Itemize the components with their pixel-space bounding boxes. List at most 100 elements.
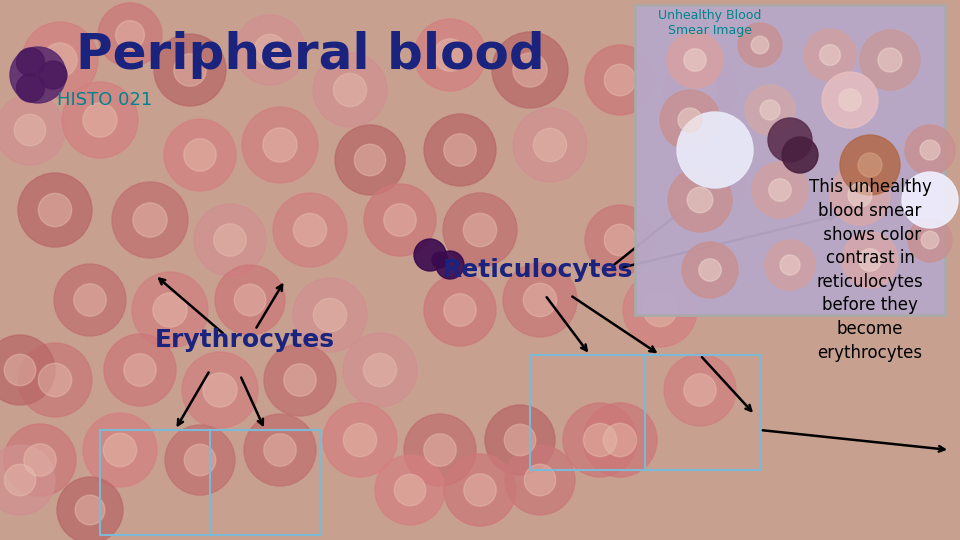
- Circle shape: [830, 165, 890, 225]
- Circle shape: [22, 22, 98, 98]
- Circle shape: [822, 72, 878, 128]
- Circle shape: [14, 114, 46, 146]
- Circle shape: [234, 284, 266, 316]
- Circle shape: [75, 495, 105, 525]
- Circle shape: [842, 232, 898, 288]
- Circle shape: [364, 184, 436, 256]
- Circle shape: [39, 61, 67, 89]
- Circle shape: [264, 434, 297, 466]
- Circle shape: [62, 82, 138, 158]
- Circle shape: [663, 53, 737, 127]
- Circle shape: [18, 343, 92, 417]
- Circle shape: [294, 213, 326, 247]
- Circle shape: [804, 29, 856, 81]
- Circle shape: [273, 193, 347, 267]
- Circle shape: [444, 454, 516, 526]
- Circle shape: [104, 433, 136, 467]
- Circle shape: [687, 187, 712, 213]
- Circle shape: [534, 129, 566, 161]
- Circle shape: [603, 423, 636, 457]
- Circle shape: [375, 455, 445, 525]
- Circle shape: [0, 335, 55, 405]
- Circle shape: [678, 108, 702, 132]
- Circle shape: [132, 203, 167, 237]
- Text: This unhealthy
blood smear
 shows color
contrast in
reticulocytes
before they
be: This unhealthy blood smear shows color c…: [808, 178, 931, 362]
- Circle shape: [908, 218, 952, 262]
- Circle shape: [38, 193, 72, 227]
- Circle shape: [404, 414, 476, 486]
- Circle shape: [604, 224, 636, 256]
- Circle shape: [503, 263, 577, 337]
- Circle shape: [74, 284, 107, 316]
- Circle shape: [432, 252, 448, 268]
- Circle shape: [235, 15, 305, 85]
- Circle shape: [585, 205, 655, 275]
- Circle shape: [765, 240, 815, 290]
- Text: Peripheral blood: Peripheral blood: [76, 31, 544, 79]
- Circle shape: [263, 128, 297, 162]
- Circle shape: [752, 162, 808, 218]
- Circle shape: [4, 464, 36, 496]
- Circle shape: [313, 53, 387, 127]
- Circle shape: [153, 293, 187, 327]
- Circle shape: [752, 36, 769, 54]
- Circle shape: [464, 474, 496, 506]
- Circle shape: [782, 137, 818, 173]
- Text: HISTO 021: HISTO 021: [58, 91, 153, 109]
- Circle shape: [344, 423, 376, 457]
- Circle shape: [677, 112, 753, 188]
- Text: Erythrocytes: Erythrocytes: [155, 328, 335, 352]
- Circle shape: [623, 273, 697, 347]
- Circle shape: [384, 204, 417, 236]
- Circle shape: [244, 414, 316, 486]
- Circle shape: [323, 403, 397, 477]
- Circle shape: [284, 364, 316, 396]
- Bar: [635, 5, 945, 315]
- Circle shape: [660, 90, 720, 150]
- Circle shape: [780, 255, 800, 275]
- Circle shape: [878, 48, 902, 72]
- Circle shape: [492, 32, 568, 108]
- Circle shape: [674, 144, 746, 216]
- Circle shape: [124, 354, 156, 386]
- Circle shape: [444, 294, 476, 326]
- Circle shape: [293, 278, 367, 352]
- Circle shape: [664, 354, 736, 426]
- Circle shape: [83, 103, 117, 137]
- Circle shape: [905, 125, 955, 175]
- Circle shape: [0, 445, 55, 515]
- Circle shape: [38, 363, 72, 397]
- Circle shape: [194, 204, 266, 276]
- Circle shape: [859, 249, 881, 271]
- Circle shape: [242, 107, 318, 183]
- Circle shape: [902, 172, 958, 228]
- Circle shape: [423, 434, 456, 466]
- Circle shape: [54, 264, 126, 336]
- Circle shape: [643, 293, 677, 327]
- Circle shape: [57, 477, 123, 540]
- Circle shape: [43, 43, 77, 77]
- Circle shape: [485, 405, 555, 475]
- Bar: [100, 430, 320, 535]
- Circle shape: [524, 464, 556, 496]
- Circle shape: [667, 32, 723, 88]
- Circle shape: [444, 134, 476, 166]
- Circle shape: [18, 173, 92, 247]
- Circle shape: [922, 231, 939, 249]
- Circle shape: [264, 344, 336, 416]
- Bar: [530, 355, 760, 470]
- Circle shape: [343, 333, 417, 407]
- Circle shape: [434, 39, 467, 71]
- Circle shape: [513, 53, 547, 87]
- Circle shape: [505, 445, 575, 515]
- Circle shape: [414, 239, 446, 271]
- Circle shape: [684, 49, 707, 71]
- Circle shape: [820, 45, 840, 65]
- Circle shape: [699, 259, 721, 281]
- Circle shape: [214, 224, 246, 256]
- Circle shape: [254, 34, 286, 66]
- Circle shape: [4, 424, 76, 496]
- Circle shape: [335, 125, 405, 195]
- Circle shape: [464, 213, 496, 247]
- Text: Unhealthy Blood
Smear Image: Unhealthy Blood Smear Image: [659, 9, 761, 37]
